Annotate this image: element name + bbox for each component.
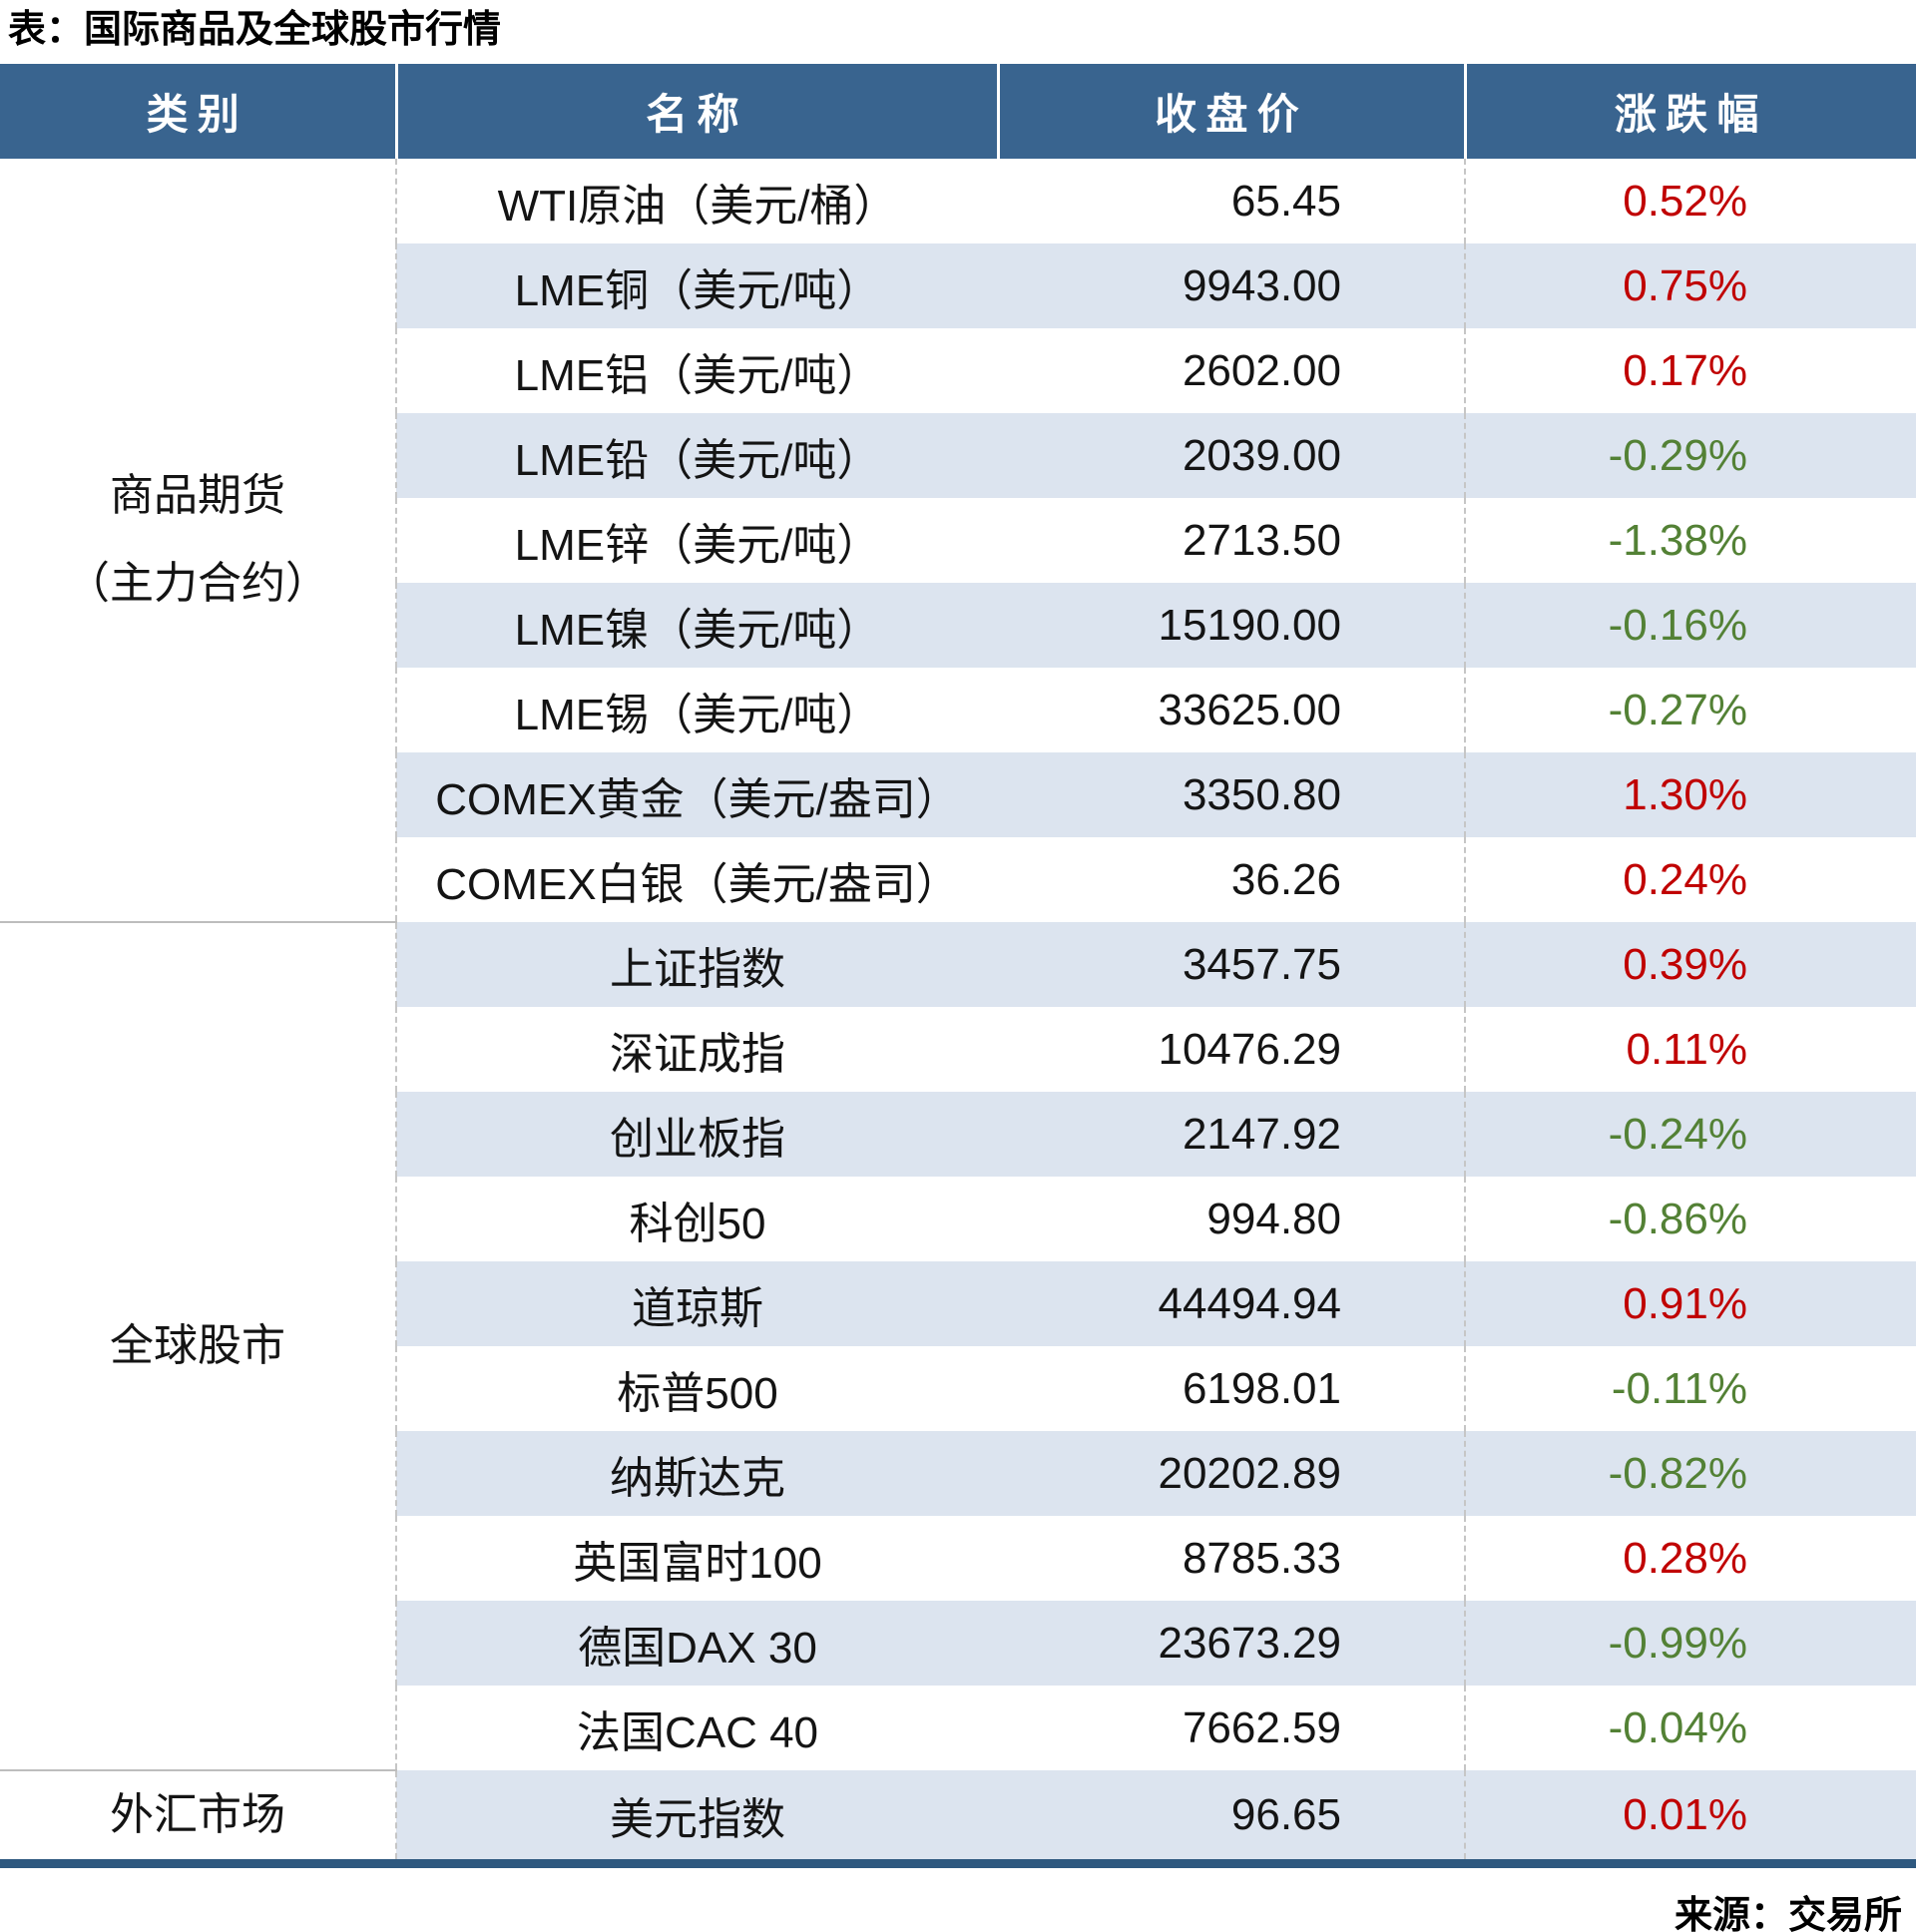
table-row: COMEX黄金（美元/盎司） 3350.80 1.30% (0, 752, 1916, 837)
table-header: 类别 名称 收盘价 涨跌幅 (0, 64, 1916, 159)
price-cell: 36.26 (998, 837, 1466, 922)
price-cell: 2602.00 (998, 328, 1466, 413)
name-cell: LME铝（美元/吨） (396, 328, 998, 413)
table-row: LME铝（美元/吨） 2602.00 0.17% (0, 328, 1916, 413)
category-cell: 外汇市场 (0, 1769, 397, 1864)
name-cell: LME铅（美元/吨） (396, 413, 998, 498)
price-cell: 2147.92 (998, 1092, 1466, 1177)
name-cell: 法国CAC 40 (396, 1686, 998, 1770)
change-cell: -0.99% (1465, 1601, 1916, 1686)
table-row: 纳斯达克 20202.89 -0.82% (0, 1431, 1916, 1516)
change-cell: -0.16% (1465, 583, 1916, 668)
table-row: LME锌（美元/吨） 2713.50 -1.38% (0, 498, 1916, 583)
change-cell: 0.52% (1465, 159, 1916, 243)
category-line: 外汇市场 (110, 1790, 285, 1839)
change-cell: 0.39% (1465, 922, 1916, 1007)
price-cell: 2039.00 (998, 413, 1466, 498)
name-cell: 美元指数 (396, 1770, 998, 1864)
name-cell: COMEX白银（美元/盎司） (396, 837, 998, 922)
category-cell: 商品期货 （主力合约） (0, 159, 397, 922)
name-cell: 深证成指 (396, 1007, 998, 1092)
table-row: 法国CAC 40 7662.59 -0.04% (0, 1686, 1916, 1770)
table-row: 创业板指 2147.92 -0.24% (0, 1092, 1916, 1177)
name-cell: 上证指数 (396, 922, 998, 1007)
change-cell: -0.86% (1465, 1177, 1916, 1261)
table-row: LME铅（美元/吨） 2039.00 -0.29% (0, 413, 1916, 498)
table-row: 标普500 6198.01 -0.11% (0, 1346, 1916, 1431)
change-cell: -0.04% (1465, 1686, 1916, 1770)
column-header-change: 涨跌幅 (1463, 64, 1916, 159)
table-row: 道琼斯 44494.94 0.91% (0, 1261, 1916, 1346)
page-title: 表：国际商品及全球股市行情 (8, 9, 502, 51)
price-cell: 3350.80 (998, 752, 1466, 837)
change-cell: 0.28% (1465, 1516, 1916, 1601)
category-line: 全球股市 (110, 1321, 285, 1370)
table-row: 商品期货 （主力合约） WTI原油（美元/桶） 65.45 0.52% (0, 159, 1916, 922)
change-cell: -0.11% (1465, 1346, 1916, 1431)
price-cell: 33625.00 (998, 668, 1466, 752)
name-cell: 创业板指 (396, 1092, 998, 1177)
name-cell: COMEX黄金（美元/盎司） (396, 752, 998, 837)
price-cell: 23673.29 (998, 1601, 1466, 1686)
change-cell: 0.75% (1465, 243, 1916, 328)
source-label: 来源：交易所 (1674, 1895, 1902, 1932)
price-cell: 15190.00 (998, 583, 1466, 668)
table-row: 深证成指 10476.29 0.11% (0, 1007, 1916, 1092)
change-cell: -0.82% (1465, 1431, 1916, 1516)
table-row: 全球股市 上证指数 3457.75 0.39% (0, 921, 1916, 1770)
name-cell: 标普500 (396, 1346, 998, 1431)
column-header-name: 名称 (394, 64, 998, 159)
category-cell: 全球股市 (0, 921, 397, 1770)
change-cell: -0.24% (1465, 1092, 1916, 1177)
table-row: LME镍（美元/吨） 15190.00 -0.16% (0, 583, 1916, 668)
change-cell: -0.29% (1465, 413, 1916, 498)
table-row: LME铜（美元/吨） 9943.00 0.75% (0, 243, 1916, 328)
price-cell: 7662.59 (998, 1686, 1466, 1770)
price-cell: 96.65 (998, 1770, 1466, 1864)
change-cell: 1.30% (1465, 752, 1916, 837)
name-cell: LME锡（美元/吨） (396, 668, 998, 752)
table-row: 英国富时100 8785.33 0.28% (0, 1516, 1916, 1601)
price-cell: 3457.75 (998, 922, 1466, 1007)
price-cell: 65.45 (998, 159, 1466, 243)
price-cell: 2713.50 (998, 498, 1466, 583)
table-row: COMEX白银（美元/盎司） 36.26 0.24% (0, 837, 1916, 922)
price-cell: 6198.01 (998, 1346, 1466, 1431)
price-cell: 9943.00 (998, 243, 1466, 328)
category-line: （主力合约） (66, 559, 329, 608)
price-cell: 8785.33 (998, 1516, 1466, 1601)
table-row: LME锡（美元/吨） 33625.00 -0.27% (0, 668, 1916, 752)
table-row: 德国DAX 30 23673.29 -0.99% (0, 1601, 1916, 1686)
change-cell: -0.27% (1465, 668, 1916, 752)
name-cell: LME锌（美元/吨） (396, 498, 998, 583)
category-line: 商品期货 (110, 471, 285, 520)
name-cell: 德国DAX 30 (396, 1601, 998, 1686)
header-row: 类别 名称 收盘价 涨跌幅 (0, 64, 1916, 159)
change-cell: 0.24% (1465, 837, 1916, 922)
change-cell: 0.17% (1465, 328, 1916, 413)
price-cell: 44494.94 (998, 1261, 1466, 1346)
name-cell: 纳斯达克 (396, 1431, 998, 1516)
price-cell: 20202.89 (998, 1431, 1466, 1516)
column-header-close: 收盘价 (996, 64, 1465, 159)
table-row: 外汇市场 美元指数 96.65 0.01% (0, 1769, 1916, 1864)
column-header-category: 类别 (0, 64, 396, 159)
market-table: 类别 名称 收盘价 涨跌幅 商品期货 （主力合约） WTI原油（美元/桶） 65.45… (0, 64, 1916, 1868)
change-cell: 0.91% (1465, 1261, 1916, 1346)
market-table-body: 商品期货 （主力合约） WTI原油（美元/桶） 65.45 0.52% LME铜（美元/吨… (0, 159, 1916, 1864)
name-cell: LME镍（美元/吨） (396, 583, 998, 668)
name-cell: WTI原油（美元/桶） (396, 159, 998, 243)
change-cell: 0.11% (1465, 1007, 1916, 1092)
name-cell: LME铜（美元/吨） (396, 243, 998, 328)
name-cell: 英国富时100 (396, 1516, 998, 1601)
change-cell: -1.38% (1465, 498, 1916, 583)
table-row: 科创50 994.80 -0.86% (0, 1177, 1916, 1261)
name-cell: 科创50 (396, 1177, 998, 1261)
price-cell: 994.80 (998, 1177, 1466, 1261)
price-cell: 10476.29 (998, 1007, 1466, 1092)
change-cell: 0.01% (1465, 1770, 1916, 1864)
name-cell: 道琼斯 (396, 1261, 998, 1346)
